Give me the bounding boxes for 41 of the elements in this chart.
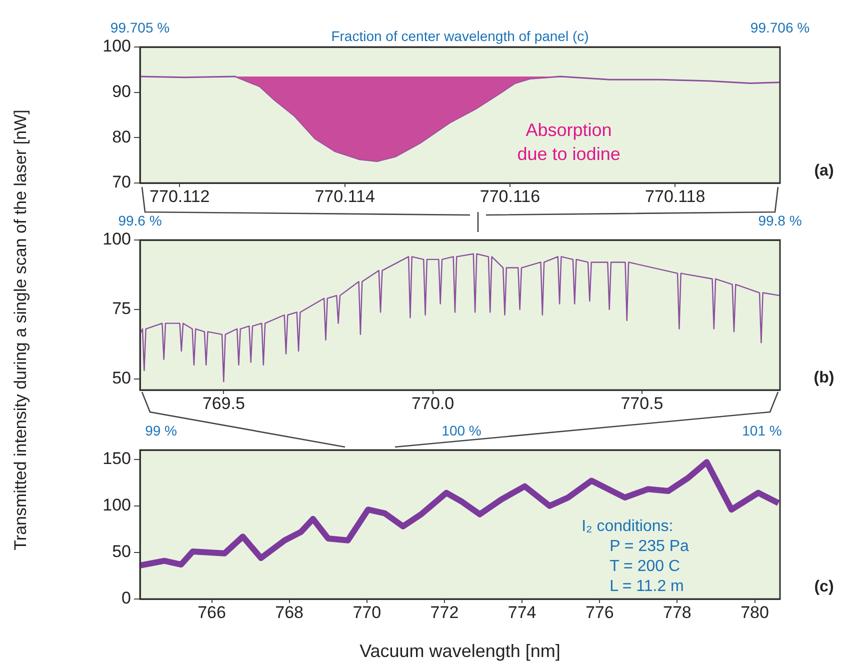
x-tick-label: 776	[585, 602, 614, 622]
annotation: I₂ conditions: P = 235 Pa T = 200 C L = 11.2 m	[582, 518, 690, 595]
x2-tick-label: 101 %	[742, 422, 782, 438]
text: (b)	[814, 369, 834, 386]
x-tick-label: 769.5	[202, 394, 245, 413]
x2-tick-label: 99.706 %	[750, 19, 810, 36]
y-tick-label: 150	[102, 449, 131, 468]
x2-tick-label: 99.705 %	[110, 19, 170, 36]
y-tick-label: 100	[102, 36, 131, 56]
x2-tick-label: 99 %	[145, 422, 177, 438]
x2-tick-label: 99.8 %	[758, 212, 802, 228]
y-tick-label: 100	[102, 230, 131, 249]
y-tick-label: 50	[112, 542, 131, 562]
x-tick-label: 770.0	[412, 394, 454, 413]
x-tick-label: 772	[430, 602, 459, 622]
y-tick-label: 0	[122, 588, 131, 608]
text: (a)	[814, 162, 834, 180]
x-axis-title: Vacuum wavelength [nm]	[360, 641, 560, 662]
y-tick-label: 80	[112, 127, 131, 146]
x-tick-label: 770.118	[645, 186, 706, 206]
x-tick-label: 770.5	[620, 394, 664, 413]
y-axis-title: Transmitted intensity during a single scan of the laser [nW]	[11, 108, 31, 552]
x-tick-label: 780	[740, 602, 769, 622]
y-tick-label: 100	[102, 496, 131, 515]
x-tick-label: 766	[198, 602, 226, 622]
text: (c)	[814, 578, 834, 596]
y-tick-label: 75	[112, 299, 131, 318]
x-tick-label: 770.116	[480, 186, 540, 206]
x-tick-label: 770.114	[314, 186, 375, 206]
y-tick-label: 90	[112, 82, 131, 102]
x-tick-label: 770.112	[150, 186, 210, 206]
y-tick-label: 50	[112, 368, 131, 388]
x2-axis-title: Fraction of center wavelength of panel (c)	[331, 28, 589, 44]
y-tick-label: 70	[112, 172, 131, 192]
x2-tick-label: 99.6 %	[118, 212, 162, 228]
x2-tick-label: 100 %	[442, 422, 482, 438]
x-tick-label: 768	[275, 602, 304, 622]
x-tick-label: 778	[663, 602, 692, 622]
x-tick-label: 774	[508, 602, 536, 622]
x-tick-label: 770	[352, 602, 382, 622]
annotation: Absorption due to iodine	[517, 120, 620, 164]
